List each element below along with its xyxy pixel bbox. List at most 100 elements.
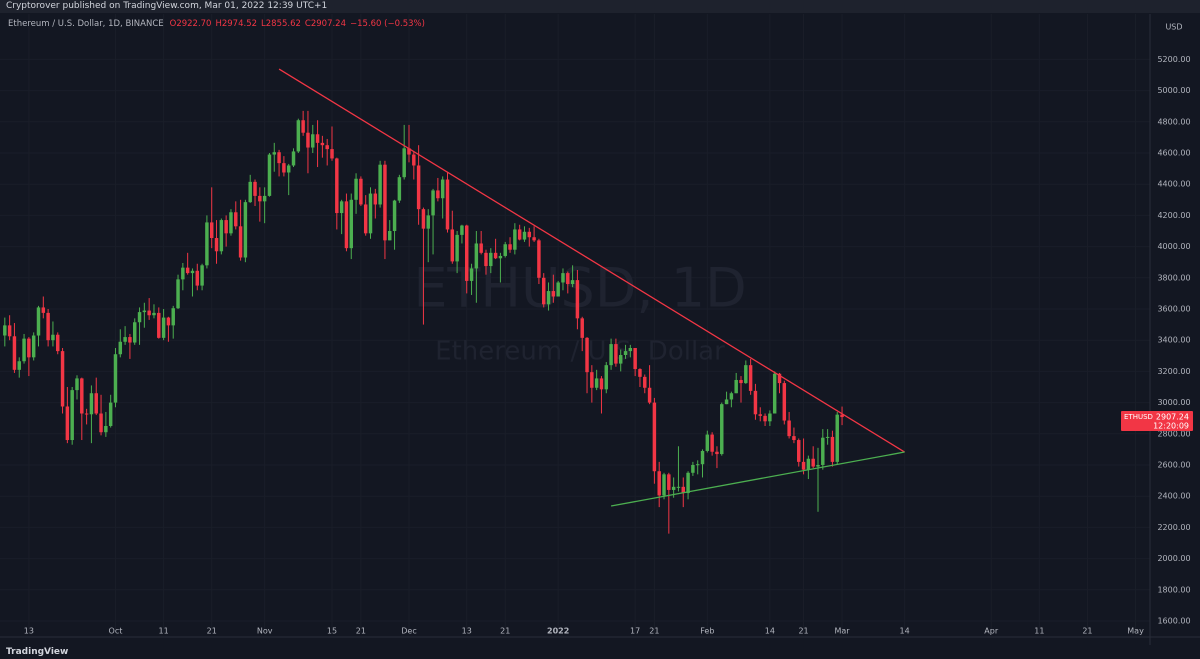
candle-body	[12, 336, 17, 370]
candle-body	[80, 378, 84, 414]
candle-body	[436, 190, 440, 199]
candle-body	[469, 268, 474, 281]
candle-body	[503, 244, 507, 256]
legend-value: −15.60 (−0.53%)	[350, 19, 425, 29]
candle-body	[421, 209, 426, 229]
candle-body	[753, 390, 758, 415]
candle-body	[17, 361, 21, 370]
candle-body	[720, 404, 724, 455]
candle-body	[739, 379, 743, 384]
candle-body	[311, 134, 315, 148]
candle-body	[161, 317, 166, 338]
x-tick-label: 17	[630, 627, 640, 636]
candle-body	[763, 415, 767, 422]
candle-body	[397, 177, 402, 201]
candle-body	[272, 152, 276, 155]
candle-body	[599, 378, 604, 390]
candle-body	[816, 464, 820, 467]
x-tick-label: 11	[159, 627, 169, 636]
candle-body	[681, 486, 685, 494]
legend-value: C2907.24	[304, 19, 346, 29]
candle-body	[744, 365, 748, 384]
candle-body	[623, 351, 628, 356]
candle-body	[320, 142, 325, 146]
candle-body	[647, 387, 652, 403]
x-tick-label: 21	[649, 627, 659, 636]
candle-body	[60, 351, 65, 407]
y-tick-label: 4000.00	[1157, 242, 1190, 251]
candle-body	[306, 132, 310, 148]
candle-body	[190, 270, 195, 274]
candle-body	[363, 204, 368, 234]
y-tick-label: 1800.00	[1157, 585, 1190, 594]
watermark-description: Ethereum / U.S. Dollar	[435, 337, 725, 367]
candle-body	[3, 325, 7, 336]
y-tick-label: 5200.00	[1157, 55, 1190, 64]
candle-body	[570, 280, 575, 285]
candle-body	[508, 244, 512, 250]
candle-body	[517, 229, 522, 240]
candle-body	[128, 337, 132, 343]
y-tick-label: 2000.00	[1157, 554, 1190, 563]
y-tick-label: 3000.00	[1157, 398, 1190, 407]
y-tick-label: 2600.00	[1157, 460, 1190, 469]
candle-body	[296, 120, 301, 152]
candle-body	[51, 334, 55, 341]
candle-body	[253, 181, 257, 196]
x-tick-label: Mar	[835, 627, 851, 636]
candle-body	[667, 474, 671, 490]
candle-body	[70, 390, 74, 441]
candle-body	[671, 486, 676, 490]
candle-body	[205, 222, 209, 266]
candle-body	[801, 461, 806, 470]
publish-bar: Cryptorover published on TradingView.com…	[0, 0, 1200, 13]
candle-body	[787, 420, 791, 437]
y-tick-label: 4800.00	[1157, 117, 1190, 126]
candle-body	[402, 148, 406, 178]
candle-body	[315, 134, 320, 143]
candle-body	[152, 312, 156, 316]
candle-body	[181, 267, 185, 280]
candle-body	[267, 154, 272, 196]
candle-body	[262, 195, 267, 202]
candle-body	[686, 472, 690, 494]
candle-body	[835, 414, 839, 462]
y-tick-label: 4600.00	[1157, 148, 1190, 157]
candle-body	[614, 344, 618, 364]
x-tick-label: Nov	[257, 627, 273, 636]
candle-body	[811, 458, 815, 467]
x-tick-label: 11	[1034, 627, 1044, 636]
x-tick-label: 21	[500, 627, 510, 636]
candle-body	[7, 325, 12, 337]
candle-body	[407, 148, 411, 155]
candle-body	[219, 220, 224, 252]
candle-body	[157, 312, 161, 338]
y-tick-label: 2800.00	[1157, 429, 1190, 438]
candle-body	[349, 199, 353, 249]
x-tick-label: 14	[765, 627, 775, 636]
candle-body	[609, 344, 613, 366]
x-tick-label: May	[1127, 627, 1144, 636]
candle-body	[821, 437, 825, 465]
candle-body	[561, 273, 565, 283]
candle-body	[590, 372, 594, 388]
candle-body	[643, 376, 647, 388]
trendline	[610, 451, 905, 507]
price-tag-countdown: 12:20:09	[1153, 422, 1189, 431]
candle-body	[277, 152, 281, 164]
candle-body	[676, 486, 681, 488]
candle-body	[291, 151, 296, 166]
candle-body	[479, 243, 483, 253]
candle-body	[551, 291, 556, 297]
candle-body	[426, 215, 430, 229]
candle-body	[166, 317, 171, 326]
candle-body	[768, 413, 772, 422]
candle-body	[652, 402, 657, 472]
legend-value: L2855.62	[261, 19, 301, 29]
x-tick-label: 21	[1082, 627, 1092, 636]
candle-body	[65, 406, 70, 441]
candle-body	[354, 178, 358, 200]
candle-body	[662, 474, 666, 496]
candle-body	[200, 265, 204, 286]
